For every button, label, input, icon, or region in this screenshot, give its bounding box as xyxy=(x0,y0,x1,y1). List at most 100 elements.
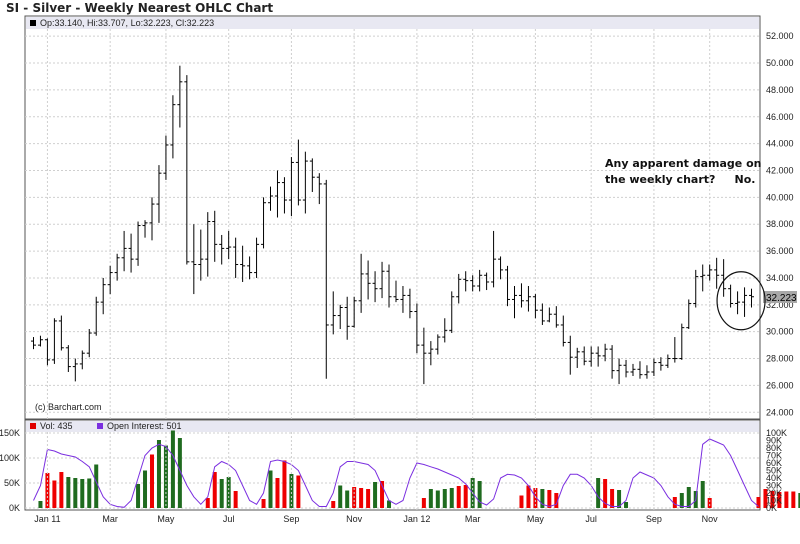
volume-bar xyxy=(233,491,238,508)
ohlc-bar xyxy=(254,237,260,278)
volume-legend-strip xyxy=(26,421,759,432)
volume-bar xyxy=(94,464,99,508)
ohlc-bar xyxy=(393,280,399,303)
ohlc-bar xyxy=(658,357,664,371)
volume-bar xyxy=(156,440,161,508)
volume-bar xyxy=(387,500,392,508)
ohlc-bar xyxy=(205,212,211,277)
volume-bar xyxy=(45,473,50,508)
price-y-axis: 24.000 26.000 28.000 30.000 32.000 34.000 36.0… xyxy=(766,31,794,417)
volume-bar xyxy=(770,491,775,508)
volume-bar xyxy=(66,477,71,508)
volume-bar xyxy=(540,489,545,508)
volume-bar xyxy=(359,488,364,508)
volume-bar xyxy=(296,475,301,508)
volume-bar xyxy=(87,478,92,508)
ohlc-bar xyxy=(128,233,134,273)
volume-left-tick-label: 100K xyxy=(0,453,20,463)
ohlc-bar xyxy=(58,315,64,351)
volume-right-tick-label: 100K xyxy=(766,428,787,438)
price-tick-label: 40.000 xyxy=(766,192,794,202)
annotation-line-2: the weekly chart? No. xyxy=(605,173,755,186)
volume-bar xyxy=(143,470,148,508)
price-tick-label: 28.000 xyxy=(766,354,794,364)
ohlc-bar xyxy=(330,291,336,335)
price-tick-label: 38.000 xyxy=(766,219,794,229)
volume-bar xyxy=(547,490,552,508)
volume-right-tick-label: 70K xyxy=(766,451,782,461)
ohlc-bar xyxy=(351,296,357,328)
x-tick-label: May xyxy=(527,514,545,524)
ohlc-bar xyxy=(170,95,176,159)
ohlc-bar xyxy=(30,337,36,350)
ohlc-bar xyxy=(686,299,692,329)
ohlc-bar xyxy=(435,334,441,355)
ohlc-bar xyxy=(100,277,106,315)
x-tick-label: Jul xyxy=(585,514,597,524)
volume-right-tick-label: 40K xyxy=(766,473,782,483)
ohlc-bar xyxy=(386,264,392,308)
ohlc-bar xyxy=(588,346,594,367)
oi-legend-text: Open Interest: 501 xyxy=(107,421,182,431)
price-panel xyxy=(24,15,761,420)
ohlc-bar xyxy=(714,257,720,289)
volume-bar xyxy=(463,485,468,508)
ohlc-bar xyxy=(163,135,169,180)
price-series xyxy=(30,65,755,385)
ohlc-bar xyxy=(337,304,343,329)
x-tick-label: Jan 12 xyxy=(403,514,430,524)
ohlc-bar xyxy=(407,288,413,319)
volume-left-axis: 0K 50K 100K 150K xyxy=(0,428,20,513)
ohlc-bar xyxy=(316,173,322,205)
ohlc-bar xyxy=(86,328,92,358)
ohlc-bar xyxy=(358,253,364,313)
ohlc-bar xyxy=(700,264,706,292)
ohlc-bar xyxy=(309,158,315,192)
ohlc-bar xyxy=(142,220,148,238)
volume-bar xyxy=(672,497,677,508)
ohlc-bar xyxy=(323,179,329,379)
volume-bar xyxy=(282,460,287,508)
volume-right-tick-label: 0K xyxy=(766,503,777,513)
ohlc-bar xyxy=(553,306,559,328)
volume-bar xyxy=(617,490,622,508)
ohlc-bar xyxy=(344,296,350,340)
volume-bar xyxy=(275,478,280,508)
ohlc-bar xyxy=(532,294,538,319)
ohlc-bar xyxy=(735,291,741,315)
ohlc-bar xyxy=(518,283,524,308)
volume-bar xyxy=(519,495,524,508)
ohlc-bar xyxy=(665,354,671,368)
annotation-line-1: Any apparent damage on xyxy=(605,157,761,170)
volume-bar xyxy=(149,454,154,508)
last-price-label: 32.223 xyxy=(766,293,797,304)
volume-bar xyxy=(603,479,608,508)
volume-bar xyxy=(798,493,800,508)
ohlc-bar xyxy=(539,303,545,325)
volume-bar xyxy=(212,472,217,508)
volume-bar xyxy=(170,430,175,508)
ohlc-bar xyxy=(295,139,301,206)
price-legend-swatch xyxy=(30,20,36,26)
volume-bar xyxy=(421,498,426,508)
last-price-box xyxy=(763,291,797,303)
ohlc-bar xyxy=(268,186,274,211)
annotation-circle xyxy=(716,271,766,331)
volume-bar xyxy=(707,498,712,508)
price-tick-label: 42.000 xyxy=(766,165,794,175)
price-tick-label: 30.000 xyxy=(766,327,794,337)
ohlc-bar xyxy=(114,253,120,281)
ohlc-bar xyxy=(93,296,99,336)
chart-title: SI - Silver - Weekly Nearest OHLC Chart xyxy=(6,1,274,15)
volume-bar xyxy=(338,485,343,508)
ohlc-bar xyxy=(693,269,699,308)
ohlc-bar xyxy=(414,303,420,354)
ohlc-bar xyxy=(79,350,85,370)
volume-bar xyxy=(784,491,789,508)
ohlc-bar xyxy=(233,237,239,278)
volume-bar xyxy=(624,502,629,508)
ohlc-bar xyxy=(212,210,218,262)
ohlc-bar xyxy=(288,157,294,217)
volume-bar xyxy=(219,479,224,508)
